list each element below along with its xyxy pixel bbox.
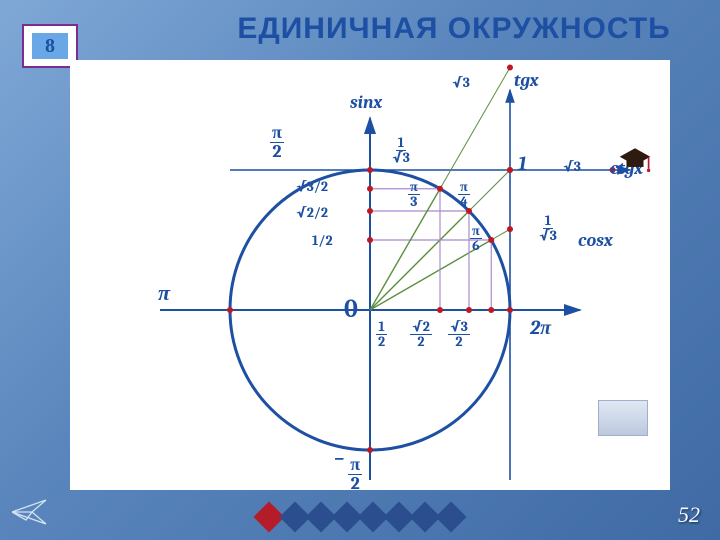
label-cosx: cosx (578, 230, 613, 251)
label-pi-over-2: π2 (270, 122, 284, 161)
paper-plane-icon (12, 498, 48, 526)
page-number: 52 (678, 502, 700, 528)
nav-diamond[interactable] (435, 501, 466, 532)
label-x-sqrt2-2: √22 (410, 318, 432, 349)
label-x-1-2: 12 (376, 318, 387, 349)
label-cot-1sqrt3: 1√3 (537, 212, 559, 243)
label-angle-pi6: π6 (470, 222, 482, 253)
label-2pi: 2π (530, 316, 551, 340)
label-angle-pi4: π4 (458, 178, 470, 209)
grad-cap-icon (618, 146, 652, 176)
thumbnail-icon (598, 400, 648, 436)
label-sinx: sinx (350, 92, 382, 113)
label-y-1-2: 1/2 (312, 232, 333, 249)
label-minus-pi-over-2: − π2 (334, 448, 362, 493)
label-origin: 0 (344, 294, 358, 324)
label-cot-sqrt3: √3 (563, 158, 581, 175)
slide-title: ЕДИНИЧНАЯ ОКРУЖНОСТЬ (200, 12, 708, 46)
label-y-sqrt3-2: √3/2 (296, 178, 328, 195)
label-tan-sqrt3: √3 (452, 74, 470, 91)
label-tan-1sqrt3: 1√3 (390, 134, 412, 165)
label-y-sqrt2-2: √2/2 (296, 204, 328, 221)
label-tgx: tgx (514, 70, 539, 91)
slide-number: 8 (32, 33, 68, 59)
label-angle-pi3: π3 (408, 178, 420, 209)
unit-circle-svg (70, 60, 670, 490)
diagram-area: sinx cosx tgx ctgx √3 1√3 √3 1 1√3 π2 − … (70, 60, 670, 490)
label-x-sqrt3-2: √32 (448, 318, 470, 349)
nav-diamond-row (0, 506, 720, 528)
label-cot-one: 1 (518, 152, 527, 175)
label-pi: π (158, 280, 170, 306)
slide-root: ЕДИНИЧНАЯ ОКРУЖНОСТЬ 8 sinx cosx tgx ctg… (0, 0, 720, 540)
